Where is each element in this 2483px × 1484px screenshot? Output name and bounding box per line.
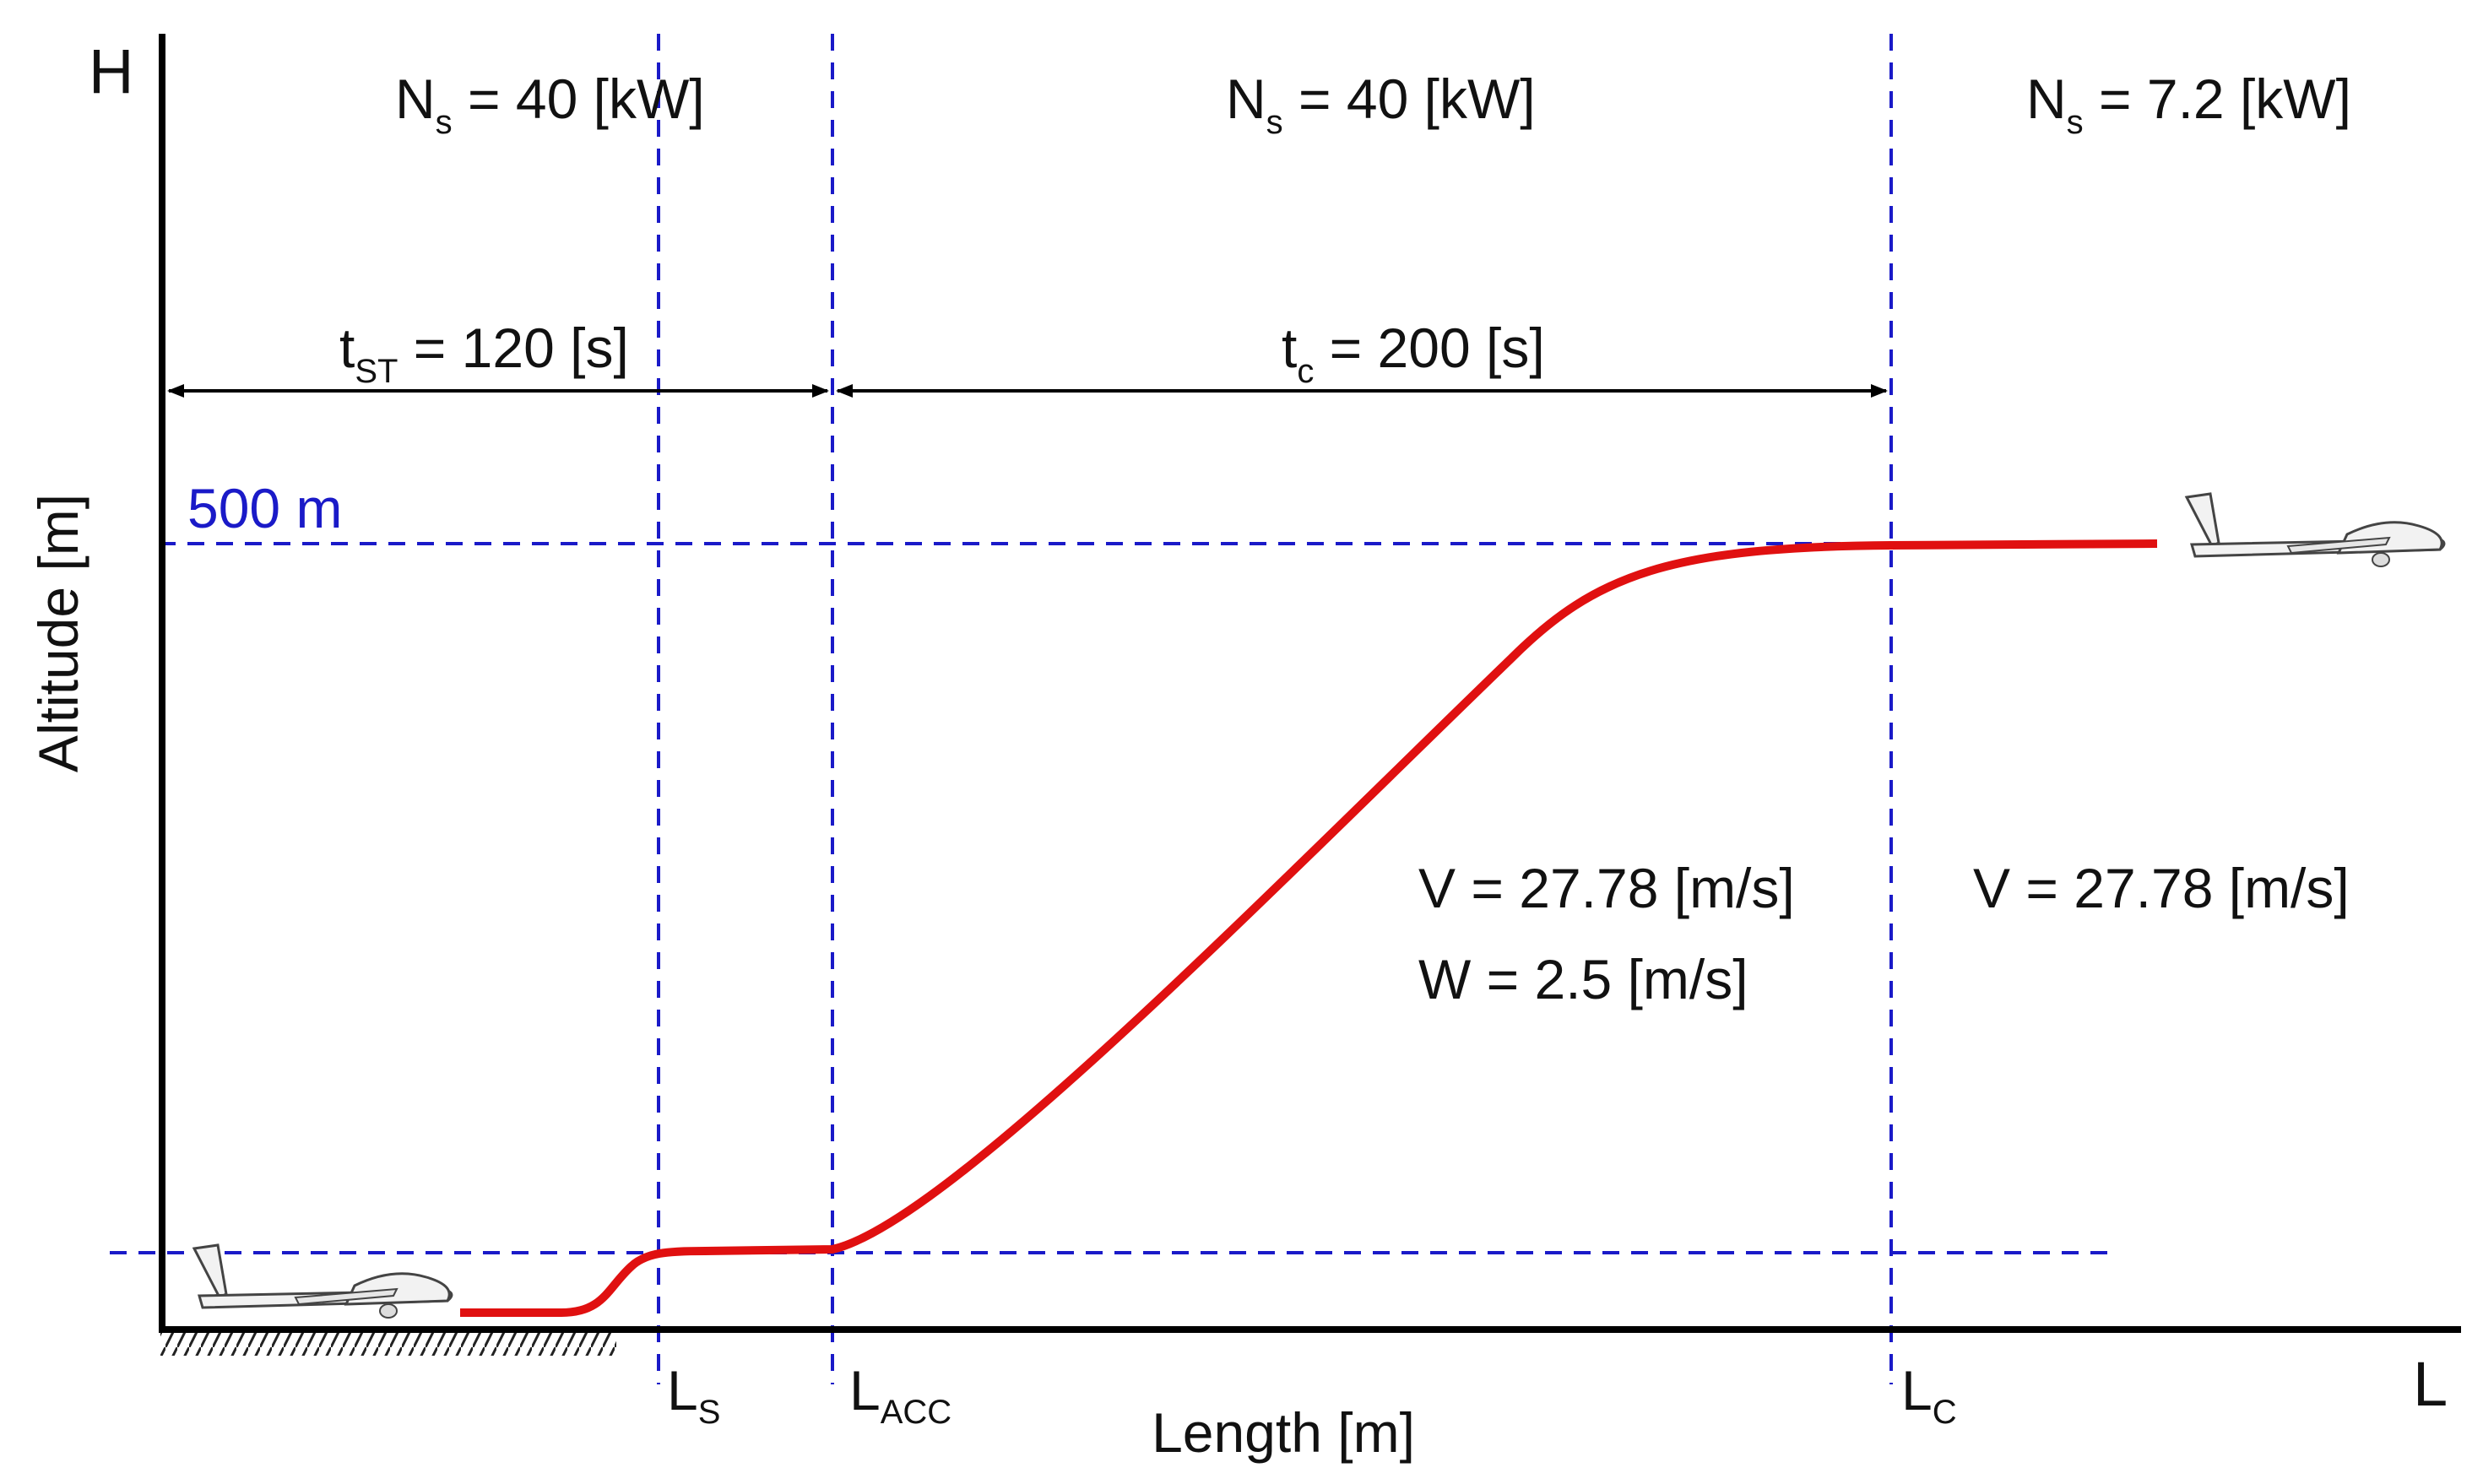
climb-rate-label: W = 2.5 [m/s] bbox=[1418, 948, 1748, 1010]
power-label-start: Ns = 40 [kW] bbox=[395, 68, 705, 141]
power-label-climb: Ns = 40 [kW] bbox=[1226, 68, 1536, 141]
x-axis-letter: L bbox=[2413, 1349, 2448, 1419]
marker-ls: LS bbox=[667, 1359, 720, 1431]
climb-speed-label: V = 27.78 [m/s] bbox=[1418, 857, 1795, 919]
flight-trajectory-curve bbox=[460, 539, 2158, 1317]
marker-lacc: LACC bbox=[849, 1359, 951, 1431]
x-axis-label: Length [m] bbox=[1152, 1401, 1415, 1464]
power-label-cruise: Ns = 7.2 [kW] bbox=[2026, 68, 2351, 141]
time-label-tst: tST = 120 [s] bbox=[339, 317, 629, 390]
glider-ground-icon bbox=[192, 1243, 453, 1319]
y-axis-label: Altitude [m] bbox=[27, 494, 89, 772]
time-label-tc: tc = 200 [s] bbox=[1282, 317, 1545, 390]
altitude-500m-label: 500 m bbox=[187, 477, 342, 539]
y-axis-letter: H bbox=[89, 36, 133, 106]
marker-lc: LC bbox=[1901, 1359, 1957, 1431]
cruise-speed-label: V = 27.78 [m/s] bbox=[1973, 857, 2350, 919]
glider-cruise-icon bbox=[2185, 492, 2446, 568]
ground-hatch bbox=[160, 1332, 616, 1356]
